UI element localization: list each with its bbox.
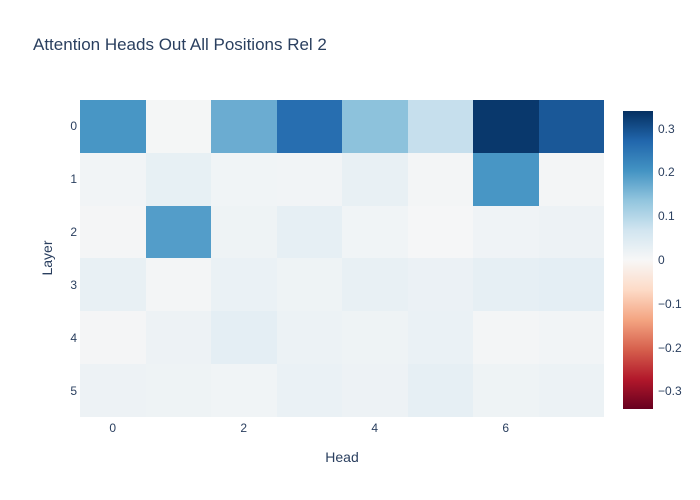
heatmap-cell[interactable] (211, 205, 277, 259)
x-tick-label: 4 (371, 421, 379, 435)
heatmap-cell[interactable] (538, 100, 604, 153)
heatmap-cell[interactable] (342, 364, 408, 417)
heatmap-cell[interactable] (407, 152, 473, 206)
heatmap-cell[interactable] (407, 364, 473, 417)
heatmap-cell[interactable] (80, 152, 146, 206)
colorbar-tick-label: −0.1 (658, 296, 682, 311)
colorbar-tick-label: −0.2 (658, 340, 682, 355)
x-tick-label: 0 (109, 421, 117, 435)
heatmap-cell[interactable] (538, 152, 604, 206)
heatmap-cell[interactable] (276, 258, 342, 312)
y-tick-label: 2 (70, 225, 77, 240)
heatmap-cell[interactable] (473, 100, 539, 153)
heatmap-plot-area[interactable] (80, 100, 604, 417)
heatmap-cell[interactable] (407, 205, 473, 259)
heatmap-cell[interactable] (538, 311, 604, 365)
heatmap-cell[interactable] (342, 100, 408, 153)
y-tick-label: 5 (70, 383, 77, 398)
heatmap-cell[interactable] (407, 258, 473, 312)
heatmap-cell[interactable] (407, 311, 473, 365)
colorbar-tick-label: 0.1 (658, 209, 675, 224)
heatmap-cell[interactable] (80, 205, 146, 259)
heatmap-cell[interactable] (342, 311, 408, 365)
heatmap-cell[interactable] (80, 311, 146, 365)
heatmap-cell[interactable] (211, 100, 277, 153)
heatmap-cell[interactable] (276, 364, 342, 417)
heatmap-cell[interactable] (211, 258, 277, 312)
heatmap-cell[interactable] (538, 258, 604, 312)
colorbar-tick-label: 0.3 (658, 121, 675, 136)
y-tick-label: 3 (70, 277, 77, 292)
heatmap-cell[interactable] (145, 258, 211, 312)
heatmap-cell[interactable] (211, 311, 277, 365)
colorbar-tick-label: −0.3 (658, 384, 682, 399)
heatmap-cell[interactable] (211, 364, 277, 417)
heatmap-cell[interactable] (276, 205, 342, 259)
x-axis-title: Head (325, 449, 359, 465)
heatmap-cell[interactable] (342, 258, 408, 312)
x-tick-label: 2 (240, 421, 248, 435)
heatmap-cell[interactable] (538, 205, 604, 259)
heatmap-cell[interactable] (276, 152, 342, 206)
heatmap-cell[interactable] (473, 258, 539, 312)
heatmap-cell[interactable] (145, 152, 211, 206)
chart-title: Attention Heads Out All Positions Rel 2 (33, 35, 327, 54)
y-tick-label: 0 (70, 119, 77, 134)
heatmap-cell[interactable] (276, 100, 342, 153)
heatmap-cell[interactable] (80, 258, 146, 312)
heatmap-cell[interactable] (145, 205, 211, 259)
heatmap-cell[interactable] (473, 364, 539, 417)
heatmap-cell[interactable] (473, 311, 539, 365)
heatmap-cell[interactable] (473, 152, 539, 206)
heatmap-cell[interactable] (80, 100, 146, 153)
heatmap-cell[interactable] (80, 364, 146, 417)
heatmap-cell[interactable] (473, 205, 539, 259)
heatmap-cell[interactable] (145, 364, 211, 417)
heatmap-cell[interactable] (342, 205, 408, 259)
y-tick-label: 4 (70, 330, 77, 345)
heatmap-cell[interactable] (538, 364, 604, 417)
heatmap-cell[interactable] (276, 311, 342, 365)
y-axis-title: Layer (39, 240, 55, 276)
colorbar-tick-label: 0 (658, 253, 665, 267)
heatmap-cell[interactable] (145, 311, 211, 365)
colorbar-tick-label: 0.2 (658, 165, 675, 180)
colorbar-gradient (623, 111, 653, 409)
heatmap-cell[interactable] (211, 152, 277, 206)
heatmap-cell[interactable] (407, 100, 473, 153)
y-tick-label: 1 (70, 172, 77, 187)
x-tick-label: 6 (502, 421, 510, 435)
heatmap-cell[interactable] (145, 100, 211, 153)
heatmap-cell[interactable] (342, 152, 408, 206)
